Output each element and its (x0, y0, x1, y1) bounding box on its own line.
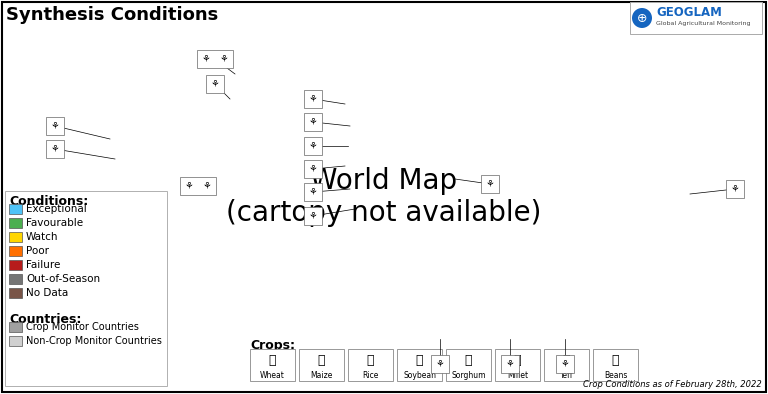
Bar (304, 183, 322, 201)
Bar (9, 232, 22, 242)
Text: Failure: Failure (26, 260, 61, 270)
Text: Beans: Beans (604, 372, 627, 381)
Text: Synthesis Conditions: Synthesis Conditions (6, 6, 218, 24)
Text: ⚘: ⚘ (309, 117, 317, 127)
Bar (304, 160, 322, 178)
Bar (501, 355, 519, 373)
Bar (556, 355, 574, 373)
Text: Conditions:: Conditions: (9, 195, 88, 208)
Bar (544, 349, 589, 381)
Bar (397, 349, 442, 381)
Text: Out-of-Season: Out-of-Season (26, 274, 100, 284)
Text: Exceptional: Exceptional (26, 204, 87, 214)
Text: Crop Conditions as of February 28th, 2022: Crop Conditions as of February 28th, 202… (583, 380, 762, 389)
Bar (348, 349, 393, 381)
Text: Teff: Teff (560, 372, 573, 381)
Text: Sorghum: Sorghum (452, 372, 485, 381)
Text: ⚘: ⚘ (309, 187, 317, 197)
Circle shape (632, 8, 652, 28)
Bar (197, 50, 233, 68)
Text: ⚘: ⚘ (309, 94, 317, 104)
Text: Non-Crop Monitor Countries: Non-Crop Monitor Countries (26, 336, 162, 346)
Bar (593, 349, 638, 381)
Text: 🌾: 🌾 (367, 355, 374, 368)
Bar (5, 191, 167, 386)
Bar (495, 349, 540, 381)
Text: Wheat: Wheat (260, 372, 285, 381)
Bar (304, 207, 322, 225)
Bar (299, 349, 344, 381)
Text: ⚘: ⚘ (309, 211, 317, 221)
Text: Rice: Rice (362, 372, 379, 381)
Text: Countries:: Countries: (9, 313, 81, 326)
Text: ⚘: ⚘ (220, 54, 228, 64)
Text: Millet: Millet (507, 372, 528, 381)
Bar (46, 140, 64, 158)
Text: 🌾: 🌾 (415, 355, 423, 368)
Text: ⚘: ⚘ (51, 121, 59, 131)
Text: World Map
(cartopy not available): World Map (cartopy not available) (227, 167, 541, 227)
Text: 🌾: 🌾 (318, 355, 326, 368)
Bar (304, 90, 322, 108)
Bar (9, 246, 22, 256)
Bar (9, 218, 22, 228)
Text: 🌾: 🌾 (269, 355, 276, 368)
Text: ⚘: ⚘ (184, 181, 194, 191)
Bar (9, 260, 22, 270)
Text: Crops:: Crops: (250, 339, 295, 352)
Bar (431, 355, 449, 373)
Text: 🌾: 🌾 (563, 355, 571, 368)
Text: Soybean: Soybean (403, 372, 436, 381)
Text: Favourable: Favourable (26, 218, 83, 228)
Text: Maize: Maize (310, 372, 333, 381)
Text: ⚘: ⚘ (210, 79, 220, 89)
Bar (304, 137, 322, 155)
Text: No Data: No Data (26, 288, 68, 298)
Bar (250, 349, 295, 381)
Bar (9, 274, 22, 284)
Text: Crop Monitor Countries: Crop Monitor Countries (26, 322, 139, 332)
Text: ⚘: ⚘ (202, 54, 210, 64)
Text: 🌾: 🌾 (514, 355, 521, 368)
Text: ⚘: ⚘ (505, 359, 515, 369)
Text: ⚘: ⚘ (485, 179, 495, 189)
Text: 🌾: 🌾 (612, 355, 619, 368)
Text: 🌾: 🌾 (465, 355, 472, 368)
Text: Watch: Watch (26, 232, 58, 242)
Bar (9, 204, 22, 214)
Bar (46, 117, 64, 135)
Text: ⚘: ⚘ (309, 164, 317, 174)
Text: Poor: Poor (26, 246, 49, 256)
Bar (630, 2, 762, 34)
Bar (9, 336, 22, 346)
Bar (481, 175, 499, 193)
Text: ⚘: ⚘ (203, 181, 211, 191)
Text: ⚘: ⚘ (51, 144, 59, 154)
Text: Global Agricultural Monitoring: Global Agricultural Monitoring (656, 20, 750, 26)
Text: GEOGLAM: GEOGLAM (656, 6, 722, 19)
Bar (726, 180, 744, 198)
Text: ⚘: ⚘ (309, 141, 317, 151)
Bar (9, 288, 22, 298)
Bar (180, 177, 216, 195)
Text: ⚘: ⚘ (435, 359, 445, 369)
Text: ⚘: ⚘ (561, 359, 569, 369)
Text: ⊕: ⊕ (637, 11, 647, 24)
Text: ⚘: ⚘ (730, 184, 740, 194)
Bar (446, 349, 491, 381)
Bar (9, 322, 22, 332)
Bar (206, 75, 224, 93)
Bar (304, 113, 322, 131)
